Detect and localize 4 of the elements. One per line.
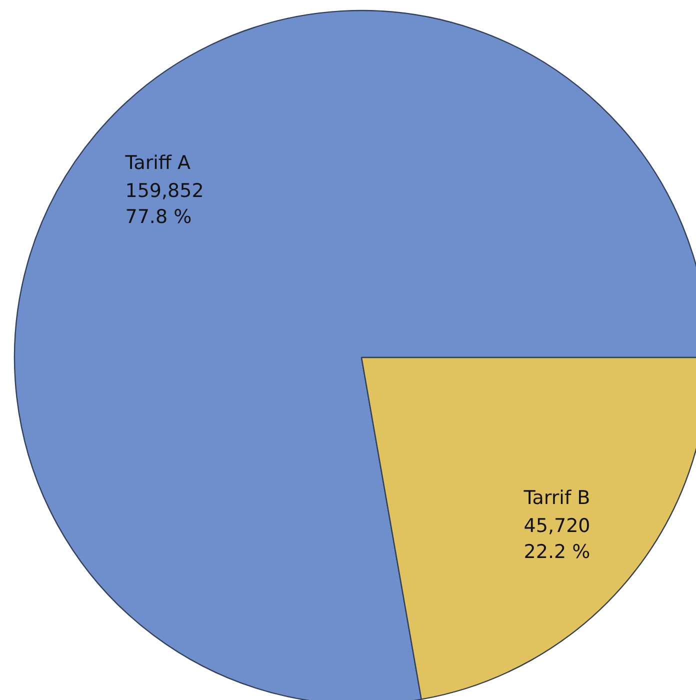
slice-label: Tarrif B — [522, 486, 590, 509]
data-label: 45,720 22.2 % — [524, 514, 590, 563]
data-label: 159,852 77.8 % — [125, 180, 204, 228]
slice-label: Tariff A — [124, 152, 191, 174]
